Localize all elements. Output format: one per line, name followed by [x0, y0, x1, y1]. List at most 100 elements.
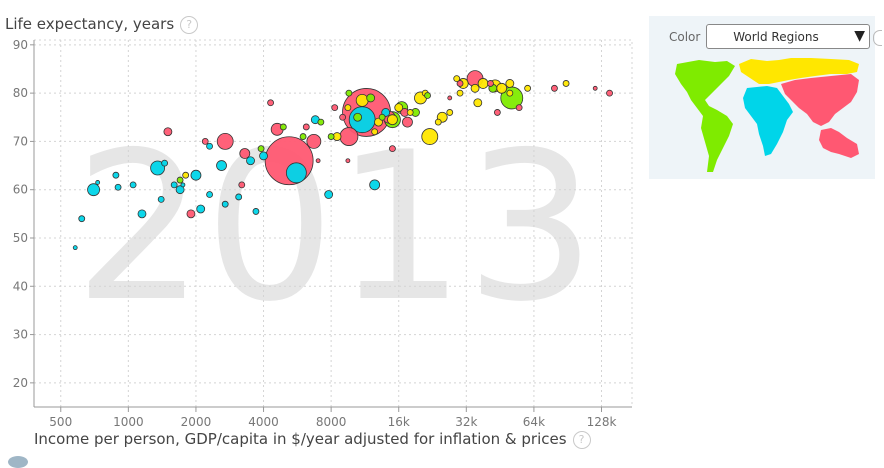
- bubble-americas[interactable]: [353, 112, 363, 122]
- bubble-africa[interactable]: [95, 180, 101, 185]
- bubble-africa[interactable]: [196, 204, 206, 214]
- bubble-asia[interactable]: [447, 95, 453, 101]
- bubble-asia[interactable]: [456, 80, 464, 87]
- bubble-africa[interactable]: [150, 160, 166, 176]
- bubble-asia[interactable]: [216, 133, 234, 150]
- bubble-asia[interactable]: [345, 158, 351, 164]
- bubble-africa[interactable]: [175, 185, 185, 195]
- bubble-asia[interactable]: [551, 84, 558, 92]
- bubble-asia[interactable]: [201, 138, 209, 145]
- bubble-europe[interactable]: [506, 89, 514, 97]
- bubble-asia[interactable]: [339, 127, 359, 146]
- bubble-africa[interactable]: [252, 208, 260, 215]
- bubble-africa[interactable]: [87, 183, 100, 197]
- y-axis-help-icon[interactable]: ?: [180, 15, 199, 34]
- bubble-africa[interactable]: [190, 169, 202, 181]
- bubble-africa[interactable]: [206, 191, 213, 198]
- bubble-asia[interactable]: [186, 209, 196, 219]
- bubble-americas[interactable]: [424, 92, 431, 99]
- color-select-value: World Regions: [733, 30, 819, 44]
- bubble-africa[interactable]: [285, 162, 307, 184]
- bubble-chart: Life expectancy, years? 2013 500 1000 2000…: [5, 15, 633, 449]
- y-axis-title[interactable]: Life expectancy, years?: [5, 15, 199, 34]
- world-regions-map[interactable]: [671, 56, 863, 174]
- bubble-asia[interactable]: [592, 85, 598, 91]
- bubble-europe[interactable]: [477, 78, 489, 89]
- bubble-africa[interactable]: [78, 215, 86, 223]
- map-region-asia[interactable]: [781, 74, 859, 158]
- y-tick-label: 70: [13, 134, 28, 148]
- color-panel: Color World Regions ▼: [649, 16, 882, 179]
- bubble-africa[interactable]: [235, 193, 243, 201]
- bubble-americas[interactable]: [176, 176, 184, 184]
- bubble-africa[interactable]: [180, 182, 186, 188]
- bubble-americas[interactable]: [378, 113, 386, 121]
- bubble-europe[interactable]: [344, 104, 352, 112]
- bubble-americas[interactable]: [366, 93, 376, 103]
- bubble-africa[interactable]: [246, 156, 255, 166]
- play-button-partial[interactable]: [8, 456, 28, 468]
- bubble-asia[interactable]: [339, 113, 347, 121]
- bubble-asia[interactable]: [302, 123, 310, 131]
- color-select-dropdown[interactable]: World Regions ▼: [706, 24, 870, 49]
- bubble-europe[interactable]: [182, 171, 190, 179]
- bubble-americas[interactable]: [257, 145, 265, 153]
- bubble-africa[interactable]: [129, 181, 137, 189]
- bubble-asia[interactable]: [163, 127, 173, 137]
- bubble-europe[interactable]: [434, 118, 442, 126]
- map-region-europe[interactable]: [739, 58, 859, 84]
- bubble-europe[interactable]: [505, 79, 515, 88]
- bubble-africa[interactable]: [259, 151, 268, 161]
- bubble-africa[interactable]: [324, 190, 334, 199]
- bubble-americas[interactable]: [345, 89, 353, 97]
- map-region-africa[interactable]: [743, 86, 793, 156]
- bubble-asia[interactable]: [487, 80, 494, 87]
- bubble-europe[interactable]: [456, 89, 464, 97]
- bubble-africa[interactable]: [157, 195, 165, 203]
- bubble-asia[interactable]: [267, 99, 274, 107]
- bubble-asia[interactable]: [493, 109, 501, 116]
- bubble-europe[interactable]: [421, 128, 439, 145]
- bubble-asia[interactable]: [238, 181, 246, 189]
- bubble-africa[interactable]: [170, 181, 178, 189]
- bubble-americas[interactable]: [317, 118, 325, 126]
- panel-scroll-handle[interactable]: [873, 30, 882, 46]
- bubble-europe[interactable]: [562, 80, 570, 87]
- bubble-asia[interactable]: [331, 104, 339, 112]
- bubble-europe[interactable]: [406, 109, 414, 116]
- bubble-europe[interactable]: [371, 128, 379, 136]
- bubble-asia[interactable]: [239, 148, 251, 159]
- bubble-africa[interactable]: [206, 142, 213, 150]
- bubble-europe[interactable]: [496, 82, 508, 94]
- bubble-americas[interactable]: [327, 133, 335, 140]
- bubble-africa[interactable]: [216, 160, 227, 171]
- bubble-europe[interactable]: [453, 75, 461, 83]
- bubble-asia[interactable]: [306, 134, 322, 149]
- x-axis-title[interactable]: Income per person, GDP/capita in $/year …: [34, 430, 591, 449]
- bubble-asia[interactable]: [389, 145, 396, 153]
- x-axis-help-icon[interactable]: ?: [572, 430, 591, 449]
- bubble-asia[interactable]: [402, 116, 413, 128]
- bubble-asia[interactable]: [315, 158, 321, 164]
- bubble-europe[interactable]: [355, 93, 369, 107]
- map-region-americas[interactable]: [675, 60, 735, 172]
- bubble-asia[interactable]: [515, 104, 523, 112]
- bubble-africa[interactable]: [112, 171, 120, 179]
- bubble-europe[interactable]: [394, 103, 404, 113]
- bubble-europe[interactable]: [473, 98, 483, 108]
- bubble-europe[interactable]: [524, 84, 532, 92]
- bubble-europe[interactable]: [446, 109, 454, 116]
- bubble-europe[interactable]: [470, 83, 480, 93]
- bubble-americas[interactable]: [279, 123, 287, 131]
- bubble-europe[interactable]: [387, 114, 398, 126]
- axes: [30, 40, 632, 412]
- x-axis-title-label: Income per person, GDP/capita in $/year …: [34, 430, 567, 448]
- bubble-africa[interactable]: [137, 209, 147, 219]
- bubble-asia[interactable]: [606, 89, 613, 97]
- bubble-africa[interactable]: [161, 159, 168, 167]
- bubble-americas[interactable]: [299, 133, 307, 140]
- bubble-africa[interactable]: [72, 245, 78, 251]
- bubble-africa[interactable]: [369, 179, 381, 191]
- bubble-africa[interactable]: [221, 200, 229, 208]
- bubble-africa[interactable]: [114, 183, 122, 191]
